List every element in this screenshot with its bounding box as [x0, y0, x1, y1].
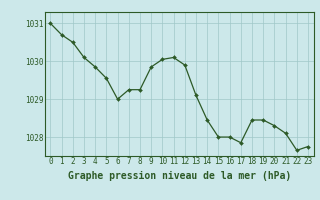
- X-axis label: Graphe pression niveau de la mer (hPa): Graphe pression niveau de la mer (hPa): [68, 171, 291, 181]
